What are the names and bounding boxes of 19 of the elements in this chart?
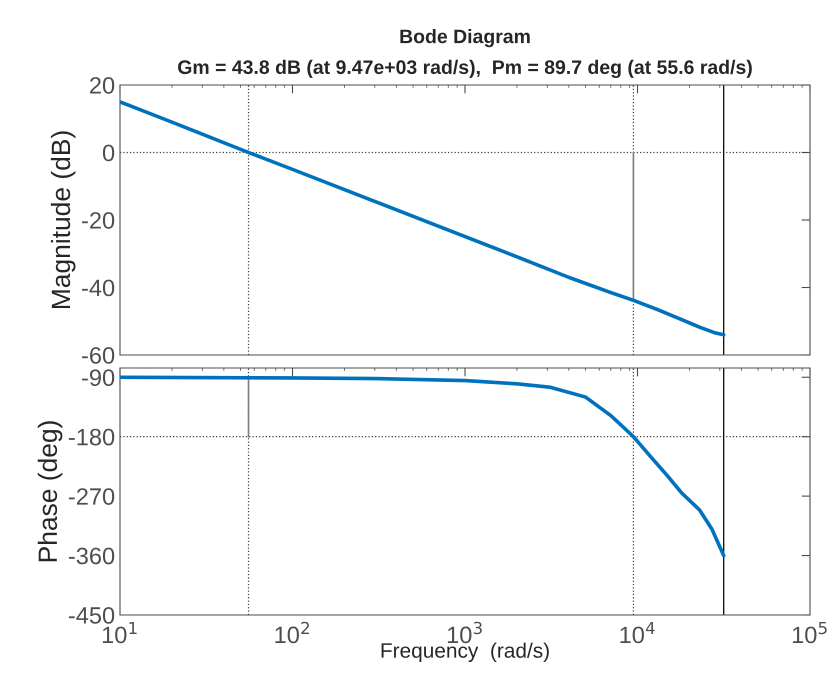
y-tick-label: -40 (82, 280, 114, 296)
y-tick-label: 20 (90, 77, 114, 94)
y-tick-label: -60 (82, 347, 114, 364)
x-tick-label: 10$^{4}$ (620, 622, 655, 644)
x-axis-title: Frequency (rad/s) (382, 642, 549, 662)
y-tick-label: -270 (68, 488, 114, 505)
chart-title: Bode Diagram (400, 28, 530, 48)
x-tick-label: 10$^{5}$ (792, 622, 827, 644)
y-axis-title: Magnitude (dB) (50, 131, 76, 308)
y-tick-label: -360 (68, 548, 114, 564)
chart-subtitle: Gm = 43.8 dB (at 9.47e+03 rad/s), Pm = 89.7 deg (at 55.6 rad/s) (178, 60, 752, 78)
y-axis-title: Phase (deg) (38, 421, 62, 562)
y-tick-label: -90 (82, 369, 114, 386)
y-tick-label: 0 (102, 144, 114, 162)
x-tick-label: 10$^{3}$ (448, 622, 482, 644)
x-tick-label: 10$^{2}$ (275, 622, 309, 644)
y-tick-label: -450 (68, 607, 114, 624)
y-tick-label: -180 (68, 428, 114, 446)
y-tick-label: -20 (82, 212, 114, 229)
